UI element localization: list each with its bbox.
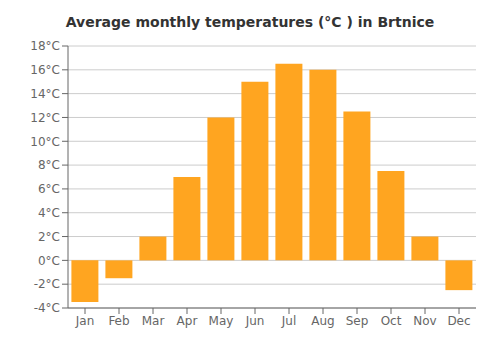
svg-text:16°C: 16°C xyxy=(30,63,60,77)
svg-text:Jun: Jun xyxy=(245,314,265,328)
html-text:Average monthly temperatures (: Average monthly temperatures (°C ) in Br… xyxy=(65,14,435,30)
svg-text:Jan: Jan xyxy=(75,314,95,328)
svg-text:12°C: 12°C xyxy=(30,111,60,125)
svg-text:Nov: Nov xyxy=(413,314,436,328)
svg-text:Dec: Dec xyxy=(447,314,470,328)
svg-text:18°C: 18°C xyxy=(30,39,60,53)
svg-text:6°C: 6°C xyxy=(38,182,60,196)
svg-text:4°C: 4°C xyxy=(38,206,60,220)
svg-text:Apr: Apr xyxy=(177,314,198,328)
svg-text:-4°C: -4°C xyxy=(34,301,60,315)
svg-text:Aug: Aug xyxy=(311,314,334,328)
svg-text:8°C: 8°C xyxy=(38,158,60,172)
svg-text:Sep: Sep xyxy=(346,314,369,328)
svg-text:2°C: 2°C xyxy=(38,230,60,244)
svg-text:May: May xyxy=(209,314,234,328)
svg-text:14°C: 14°C xyxy=(30,87,60,101)
svg-text:Jul: Jul xyxy=(281,314,296,328)
svg-text:Mar: Mar xyxy=(142,314,165,328)
svg-text:0°C: 0°C xyxy=(38,254,60,268)
svg-text:Feb: Feb xyxy=(108,314,129,328)
svg-text:10°C: 10°C xyxy=(30,135,60,149)
svg-text:Oct: Oct xyxy=(381,314,402,328)
svg-text:-2°C: -2°C xyxy=(34,277,60,291)
